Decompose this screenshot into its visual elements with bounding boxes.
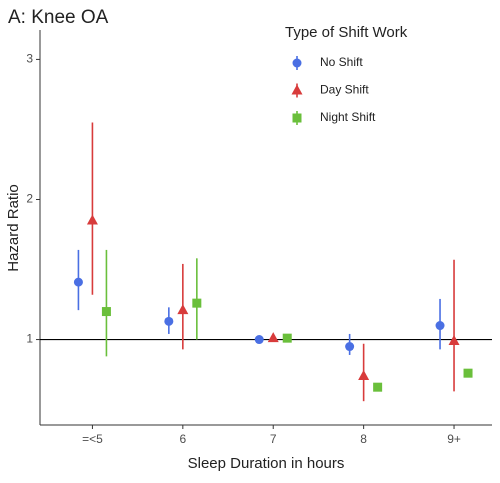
legend-marker — [292, 58, 302, 68]
point — [282, 333, 292, 343]
point — [254, 335, 264, 345]
y-axis-label: Hazard Ratio — [5, 184, 22, 272]
y-tick-label: 2 — [26, 192, 33, 206]
legend-marker — [291, 84, 303, 95]
x-tick-label: 9+ — [447, 432, 461, 446]
point — [463, 368, 473, 378]
point — [358, 369, 370, 380]
point — [73, 277, 83, 287]
point — [448, 334, 460, 345]
legend-label: No Shift — [320, 55, 363, 69]
point — [267, 332, 279, 343]
y-tick-label: 3 — [26, 52, 33, 66]
x-tick-label: =<5 — [82, 432, 103, 446]
chart-title: A: Knee OA — [8, 7, 109, 28]
point — [435, 321, 445, 331]
point — [101, 307, 111, 317]
legend-title: Type of Shift Work — [285, 24, 408, 41]
x-axis-label: Sleep Duration in hours — [188, 455, 345, 472]
legend-label: Night Shift — [320, 110, 376, 124]
x-tick-label: 7 — [270, 432, 277, 446]
point — [373, 382, 383, 392]
legend-label: Day Shift — [320, 83, 369, 97]
legend-marker — [292, 113, 302, 123]
point — [177, 304, 189, 315]
y-tick-label: 1 — [26, 332, 33, 346]
x-tick-label: 6 — [179, 432, 186, 446]
point — [164, 316, 174, 326]
x-tick-label: 8 — [360, 432, 367, 446]
point — [192, 298, 202, 308]
point — [86, 214, 98, 225]
point — [345, 342, 355, 352]
